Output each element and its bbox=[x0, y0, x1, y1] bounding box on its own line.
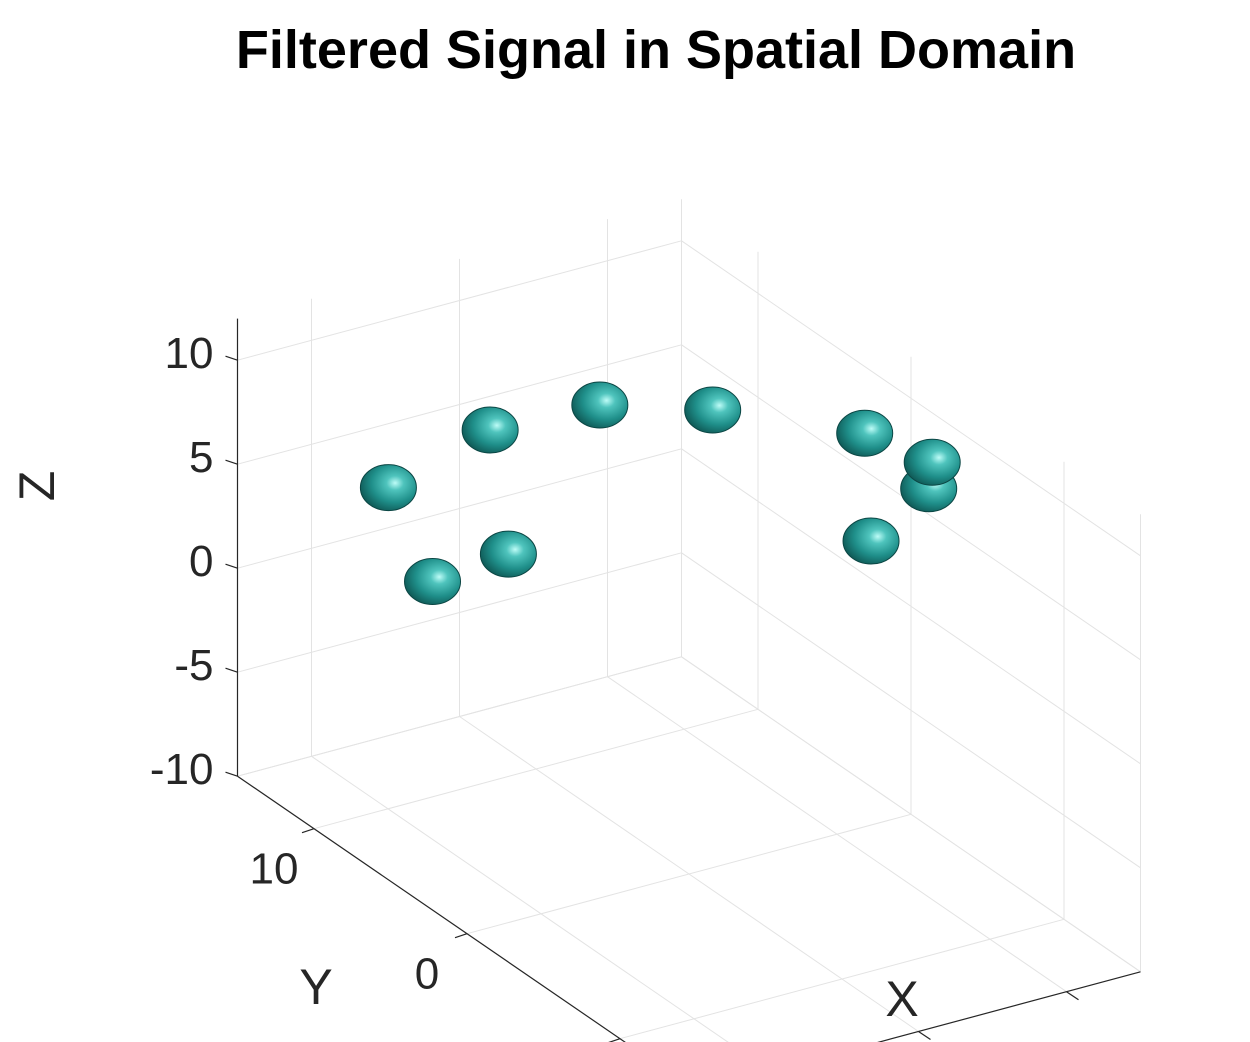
gridline-side-z bbox=[681, 552, 1141, 869]
gridline-floor-x bbox=[311, 755, 729, 1042]
x-tick-mark bbox=[918, 1031, 931, 1040]
y-tick-mark bbox=[608, 1038, 621, 1042]
data-point-blob bbox=[903, 438, 961, 486]
z-axis-label: Z bbox=[9, 471, 65, 502]
gridline-floor-y bbox=[313, 708, 759, 830]
gridline-wall-z bbox=[237, 448, 682, 569]
y-tick-mark bbox=[454, 933, 468, 939]
gridline-wall-z bbox=[237, 344, 682, 465]
box-edge-floor-back-x bbox=[237, 656, 682, 777]
data-point-blob bbox=[836, 409, 894, 457]
data-marks bbox=[359, 381, 961, 606]
data-point-blob bbox=[359, 464, 417, 512]
gridline-side-z bbox=[681, 240, 1141, 557]
box-edge-floor-back-y bbox=[681, 656, 1141, 973]
z-tick-mark bbox=[225, 771, 238, 777]
axis-labels: X Y Z bbox=[9, 471, 919, 1027]
y-tick-label: 0 bbox=[415, 950, 439, 999]
data-point-blob bbox=[684, 386, 742, 434]
z-tick-mark bbox=[225, 459, 238, 465]
z-tick-label: 10 bbox=[165, 329, 214, 378]
z-tick-label: 0 bbox=[189, 537, 213, 586]
x-axis-label: X bbox=[885, 971, 918, 1027]
gridline-floor-y bbox=[466, 813, 912, 935]
z-tick-label: -10 bbox=[150, 745, 214, 794]
y-axis-label: Y bbox=[299, 959, 332, 1015]
chart-title: Filtered Signal in Spatial Domain bbox=[236, 20, 1076, 80]
gridline-wall-z bbox=[237, 240, 682, 361]
gridline-floor-y bbox=[619, 918, 1065, 1040]
z-tick-mark bbox=[225, 667, 238, 673]
y-tick-mark bbox=[301, 828, 315, 834]
grid-layer bbox=[237, 199, 1141, 1042]
z-tick-mark bbox=[225, 355, 238, 361]
z-tick-label: 5 bbox=[189, 433, 213, 482]
x-tick-mark bbox=[1066, 991, 1079, 1001]
data-point-blob bbox=[479, 530, 537, 578]
y-tick-label: 10 bbox=[250, 845, 299, 894]
z-tick-label: -5 bbox=[174, 641, 213, 690]
z-tick-mark bbox=[225, 563, 238, 569]
data-point-blob bbox=[404, 558, 462, 606]
gridline-side-z bbox=[681, 448, 1141, 765]
gridline-wall-z bbox=[237, 552, 682, 673]
data-point-blob bbox=[842, 517, 900, 565]
data-point-blob bbox=[461, 406, 519, 454]
data-point-blob bbox=[571, 381, 629, 429]
